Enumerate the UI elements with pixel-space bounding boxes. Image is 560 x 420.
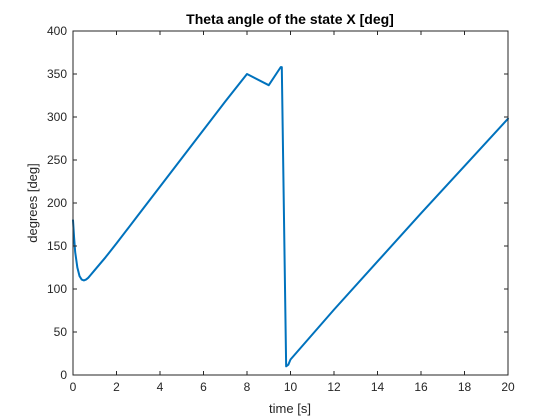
y-tick-label: 200	[47, 196, 67, 210]
ticks-layer: 0 2 4 6 8 10 12 14 16 18 2005010015020025030035040…	[47, 24, 515, 394]
y-tick-label: 300	[47, 110, 67, 124]
series-line-0	[72, 66, 509, 368]
x-tick-label: 2	[113, 380, 120, 394]
chart-title: Theta angle of the state X [deg]	[186, 11, 394, 27]
x-tick-label: 0	[70, 380, 77, 394]
x-tick-label: 14	[371, 380, 385, 394]
y-tick-label: 250	[47, 153, 67, 167]
x-tick-label: 12	[327, 380, 341, 394]
y-tick-label: 0	[60, 368, 67, 382]
x-tick-label: 4	[157, 380, 164, 394]
plot-area-background	[73, 31, 508, 375]
x-tick-label: 10	[284, 380, 298, 394]
y-tick-label: 50	[54, 325, 68, 339]
x-tick-label: 8	[244, 380, 251, 394]
x-tick-label: 16	[414, 380, 428, 394]
y-tick-label: 350	[47, 67, 67, 81]
y-tick-label: 100	[47, 282, 67, 296]
y-tick-label: 400	[47, 24, 67, 38]
y-axis-label: degrees [deg]	[25, 163, 40, 243]
series-layer	[72, 66, 509, 368]
x-tick-label: 20	[501, 380, 515, 394]
y-tick-label: 150	[47, 239, 67, 253]
x-tick-label: 6	[200, 380, 207, 394]
x-axis-label: time [s]	[269, 401, 311, 416]
x-tick-label: 18	[458, 380, 472, 394]
